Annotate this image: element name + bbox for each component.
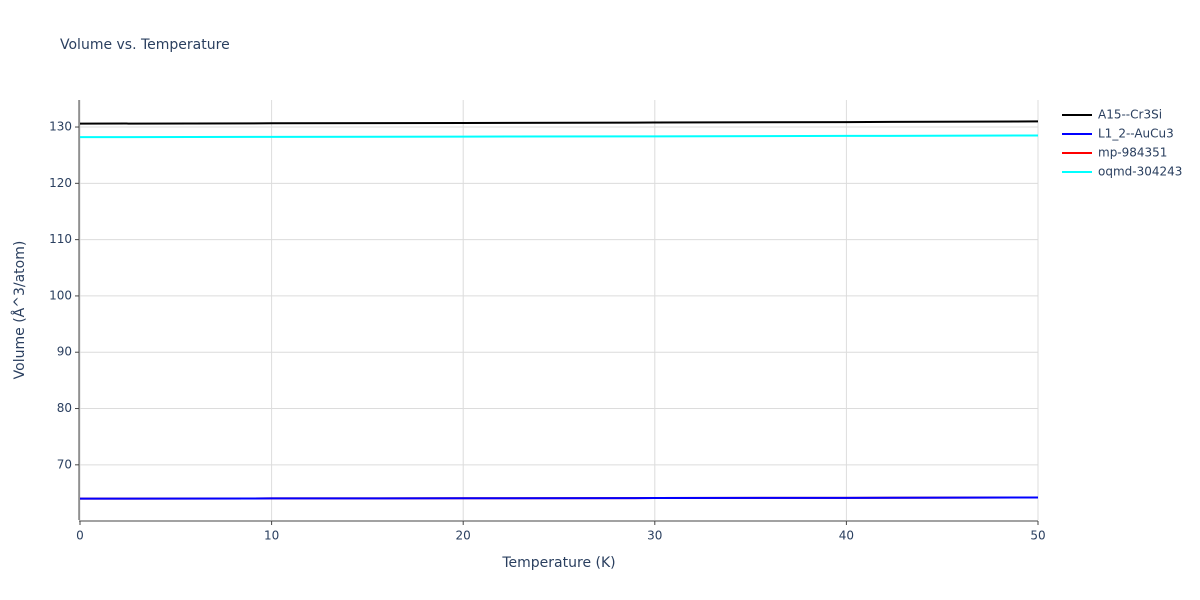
y-tick-label: 100 xyxy=(49,288,72,302)
x-axis-title: Temperature (K) xyxy=(501,555,615,571)
x-tick-label: 0 xyxy=(76,529,84,543)
y-tick-label: 70 xyxy=(57,457,72,471)
legend-label: oqmd-304243 xyxy=(1098,165,1182,179)
chart-title: Volume vs. Temperature xyxy=(60,37,230,53)
x-tick-label: 40 xyxy=(839,529,854,543)
series-line xyxy=(79,496,1039,500)
x-tick-label: 10 xyxy=(264,529,279,543)
legend-label: A15--Cr3Si xyxy=(1098,108,1162,122)
y-tick-label: 110 xyxy=(49,232,72,246)
y-tick-label: 90 xyxy=(57,345,72,359)
x-tick-label: 50 xyxy=(1030,529,1045,543)
y-axis-title: Volume (Å^3/atom) xyxy=(11,241,28,380)
x-tick-label: 30 xyxy=(647,529,662,543)
x-tick-label: 20 xyxy=(456,529,471,543)
y-tick-label: 80 xyxy=(57,401,72,415)
legend-label: L1_2--AuCu3 xyxy=(1098,127,1174,141)
y-tick-label: 130 xyxy=(49,120,72,134)
series-line xyxy=(79,134,1039,139)
y-tick-label: 120 xyxy=(49,176,72,190)
series-line xyxy=(79,120,1039,125)
legend-label: mp-984351 xyxy=(1098,146,1167,160)
